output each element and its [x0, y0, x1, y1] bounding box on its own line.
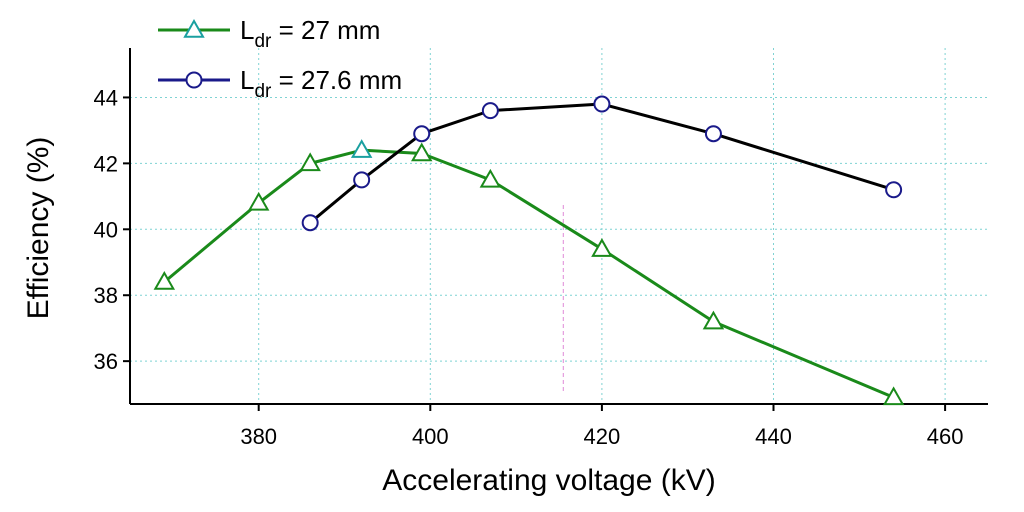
series-1	[153, 139, 905, 406]
y-tick-label: 42	[94, 151, 118, 176]
data-point-circle	[413, 125, 431, 143]
y-axis-label: Efficiency (%)	[22, 137, 55, 320]
ticks: 380 400 420 440 460 36 38 40 42 44	[94, 85, 964, 449]
axes	[129, 48, 988, 405]
legend-label: Ldr = 27.6 mm	[240, 65, 402, 102]
y-tick-label: 40	[94, 217, 118, 242]
series	[153, 95, 905, 406]
legend-label-subscript: dr	[254, 81, 272, 102]
data-point-triangle	[702, 310, 725, 330]
series-2	[301, 95, 903, 232]
data-point-triangle	[479, 168, 502, 188]
y-tick-label: 38	[94, 283, 118, 308]
data-point-circle	[593, 95, 611, 113]
data-point-circle	[885, 181, 903, 199]
data-point-circle	[481, 102, 499, 120]
legend-item-2: Ldr = 27.6 mm	[158, 65, 402, 102]
x-tick-label: 420	[584, 424, 621, 449]
legend-label-subscript: dr	[254, 31, 272, 52]
data-point-triangle	[153, 271, 176, 290]
x-axis-label: Accelerating voltage (kV)	[382, 464, 716, 497]
y-tick-label: 44	[94, 85, 118, 110]
data-point-triangle	[299, 152, 321, 172]
legend-label: Ldr = 27 mm	[240, 15, 380, 52]
legend-item-1: Ldr = 27 mm	[158, 15, 380, 52]
legend-marker-circle	[185, 71, 203, 89]
data-point-circle	[704, 125, 722, 143]
x-tick-label: 460	[927, 424, 964, 449]
data-point-triangle	[591, 238, 613, 257]
data-point-triangle	[410, 142, 433, 162]
data-point-circle	[353, 171, 371, 189]
data-point-triangle	[350, 139, 373, 158]
grid	[130, 48, 988, 404]
x-tick-label: 400	[412, 424, 449, 449]
data-point-triangle	[247, 191, 270, 211]
legend-label-rest: = 27 mm	[271, 15, 380, 45]
legend-marker-triangle	[183, 18, 205, 38]
data-point-triangle	[882, 386, 905, 406]
legend-label-rest: = 27.6 mm	[271, 65, 402, 95]
series-line	[163, 148, 895, 399]
data-point-circle	[301, 214, 319, 232]
legend-label-main: L	[240, 65, 254, 95]
x-tick-label: 380	[240, 424, 277, 449]
legend-label-main: L	[240, 15, 254, 45]
x-tick-label: 440	[755, 424, 792, 449]
y-tick-label: 36	[94, 349, 118, 374]
